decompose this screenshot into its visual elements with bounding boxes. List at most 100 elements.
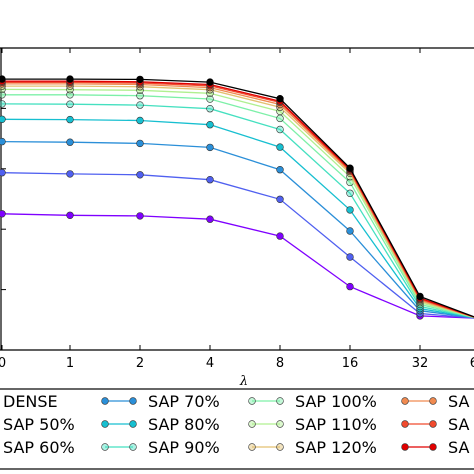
series-line bbox=[1, 213, 474, 319]
data-point bbox=[0, 75, 6, 83]
data-point bbox=[0, 137, 6, 146]
legend-label: SAP 90% bbox=[148, 438, 220, 457]
data-point bbox=[416, 292, 424, 301]
data-point bbox=[206, 215, 214, 223]
legend-entry: DENSE bbox=[3, 392, 58, 411]
legend-entry: SAP 50% bbox=[3, 415, 75, 434]
x-tick-label: 2 bbox=[136, 356, 144, 371]
data-point bbox=[66, 138, 74, 146]
legend-marker bbox=[401, 443, 409, 451]
data-point bbox=[206, 104, 214, 113]
legend-label: SA bbox=[448, 438, 469, 457]
data-point bbox=[276, 195, 284, 204]
legend-label: SAP 120% bbox=[295, 438, 377, 457]
data-point bbox=[346, 282, 354, 291]
legend-label: SAP 100% bbox=[295, 392, 377, 411]
legend-marker bbox=[101, 397, 109, 405]
series-sap-80- bbox=[0, 115, 474, 319]
data-point bbox=[136, 91, 144, 100]
series-line bbox=[1, 140, 474, 319]
data-point bbox=[0, 100, 6, 108]
legend-marker bbox=[276, 420, 284, 428]
x-axis-ticks: 0 1 2 4 8 16 32 64 bbox=[0, 48, 474, 371]
data-point bbox=[276, 166, 284, 174]
legend-entry: SA bbox=[401, 392, 469, 411]
legend-marker bbox=[429, 420, 437, 428]
data-point bbox=[276, 143, 284, 151]
series-layer bbox=[0, 75, 474, 320]
legend-marker bbox=[129, 397, 137, 405]
series-line bbox=[1, 88, 474, 318]
data-point bbox=[206, 120, 214, 129]
x-tick-label: 4 bbox=[206, 356, 214, 371]
data-point bbox=[66, 100, 74, 108]
legend-entry: SAP 120% bbox=[248, 438, 377, 457]
legend: DENSE SAP 50% SAP 60% SAP 70% SAP 80% SAP 90%… bbox=[0, 388, 474, 470]
legend-entry: SA bbox=[401, 438, 469, 457]
legend-label: SAP 110% bbox=[295, 415, 377, 434]
legend-label: SAP 50% bbox=[3, 415, 75, 434]
legend-marker bbox=[248, 420, 256, 428]
legend-marker bbox=[101, 443, 109, 451]
data-point bbox=[136, 101, 144, 109]
legend-marker bbox=[248, 443, 256, 451]
series-line bbox=[1, 103, 474, 319]
data-point bbox=[66, 211, 74, 220]
legend-entry: SAP 110% bbox=[248, 415, 377, 434]
data-point bbox=[276, 125, 284, 134]
data-point bbox=[346, 206, 354, 214]
x-tick-label: 32 bbox=[412, 356, 429, 371]
data-point bbox=[66, 75, 74, 83]
x-tick-label: 16 bbox=[342, 356, 359, 371]
data-point bbox=[0, 91, 6, 99]
data-point bbox=[346, 227, 354, 235]
data-point bbox=[136, 139, 144, 148]
series-sap-70- bbox=[0, 137, 474, 319]
series-line bbox=[2, 80, 474, 318]
x-tick-label: 1 bbox=[66, 356, 74, 371]
data-point bbox=[276, 114, 284, 123]
legend-label: DENSE bbox=[3, 392, 58, 411]
legend-marker bbox=[276, 443, 284, 451]
series-line bbox=[1, 118, 474, 319]
data-point bbox=[206, 95, 214, 103]
legend-entry: SAP 90% bbox=[101, 438, 220, 457]
data-point bbox=[0, 210, 6, 218]
series-sap-100- bbox=[0, 91, 474, 319]
legend-marker bbox=[276, 397, 284, 405]
data-point bbox=[0, 169, 6, 177]
legend-entry: SAP 60% bbox=[3, 438, 75, 457]
legend-entry: SA bbox=[401, 415, 469, 434]
x-tick-label: 8 bbox=[276, 356, 284, 371]
series-sap-90- bbox=[0, 100, 474, 319]
legend-marker bbox=[248, 397, 256, 405]
series-line bbox=[2, 94, 474, 319]
legend-label: SA bbox=[448, 392, 469, 411]
series-line bbox=[2, 78, 474, 318]
x-tick-label: 64 bbox=[470, 356, 474, 371]
legend-marker bbox=[129, 443, 137, 451]
data-point bbox=[66, 91, 74, 99]
legend-label: SA bbox=[448, 415, 469, 434]
legend-entry: SAP 80% bbox=[101, 415, 220, 434]
legend-marker bbox=[429, 397, 437, 405]
data-point bbox=[206, 78, 214, 86]
data-point bbox=[206, 143, 214, 152]
legend-marker bbox=[401, 397, 409, 405]
data-point bbox=[346, 253, 354, 261]
legend-label: SAP 70% bbox=[148, 392, 220, 411]
series-line bbox=[1, 172, 474, 319]
data-point bbox=[346, 164, 354, 172]
legend-marker bbox=[401, 420, 409, 428]
data-point bbox=[0, 115, 6, 123]
legend-label: SAP 80% bbox=[148, 415, 220, 434]
data-point bbox=[276, 232, 284, 240]
series-sap-60- bbox=[0, 169, 474, 319]
data-point bbox=[66, 170, 74, 178]
legend-label: SAP 60% bbox=[3, 438, 75, 457]
data-point bbox=[66, 115, 74, 124]
x-axis-label: λ bbox=[239, 374, 248, 389]
data-point bbox=[276, 94, 284, 103]
legend-marker bbox=[429, 443, 437, 451]
